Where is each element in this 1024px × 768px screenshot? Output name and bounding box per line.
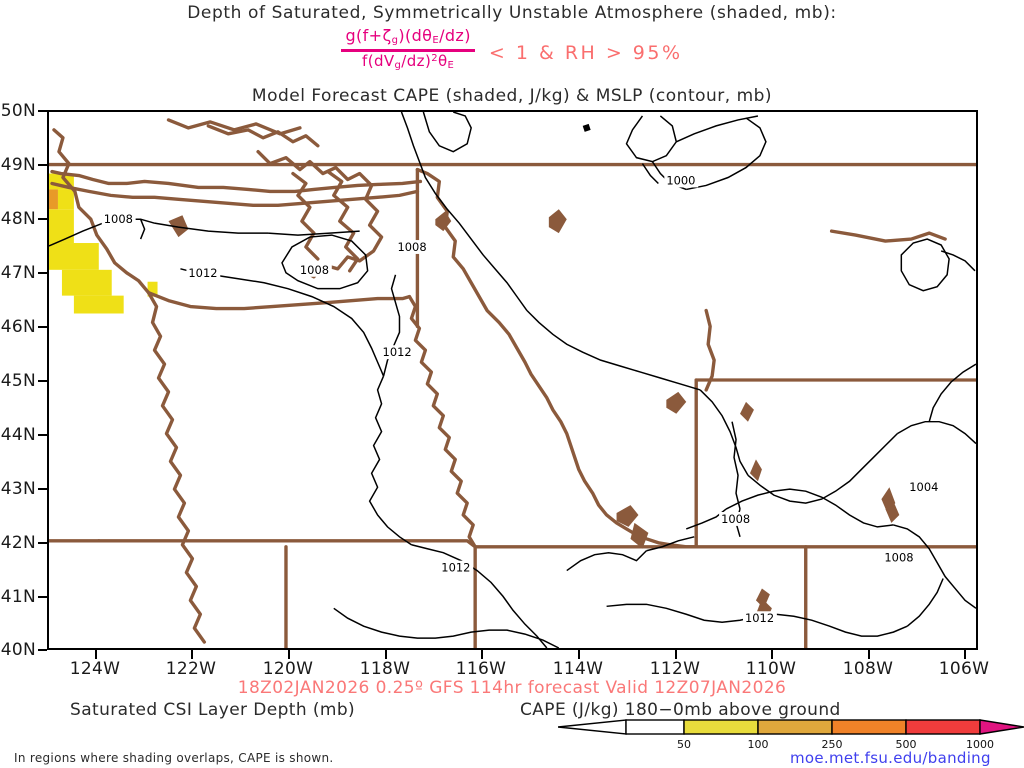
svg-text:1012: 1012 [188,266,217,280]
colorbar-tick-250: 250 [821,738,843,751]
colorbar-tick-50: 50 [677,738,691,751]
colorbar-band-250 [831,719,907,735]
colorbar-tick-1000: 1000 [966,738,994,751]
x-tick [481,650,483,659]
formula-numerator: g(f+ζg)(dθE/dz) [345,26,471,46]
y-axis-label-42n: 42N [0,533,36,553]
y-tick [38,272,47,274]
colorbar-band-500 [905,719,981,735]
svg-text:1000: 1000 [666,173,695,187]
colorbar-svg [557,719,1024,735]
colorbar-band-50 [683,719,759,735]
caption-cape: CAPE (J/kg) 180−0mb above ground [520,700,841,720]
y-tick [38,110,47,112]
y-tick [38,164,47,166]
y-axis-label-43n: 43N [0,479,36,499]
y-tick [38,326,47,328]
colorbar-tick-100: 100 [747,738,769,751]
y-axis-label-48n: 48N [0,209,36,229]
shading-layer [49,173,158,314]
contour-labels: 1000 1008 1008 1008 1012 1012 1012 1012 … [101,173,942,625]
x-axis-label-122w: 122W [165,659,217,679]
svg-text:1012: 1012 [383,345,412,359]
svg-text:1004: 1004 [909,480,938,494]
formula-inequality: < 1 & RH > 95% [488,41,683,64]
y-tick [38,542,47,544]
forecast-valid-time: 18Z02JAN2026 0.25º GFS 114hr forecast Va… [237,678,787,698]
y-tick [38,380,47,382]
page-subtitle: Model Forecast CAPE (shaded, J/kg) & MSL… [251,86,773,106]
map-canvas: 1000 1008 1008 1008 1012 1012 1012 1012 … [49,112,976,648]
csi-criterion-formula: g(f+ζg)(dθE/dz) f(dVg/dz)2θE < 1 & RH > … [0,26,1024,71]
x-axis-label-110w: 110W [745,659,797,679]
y-axis-label-40n: 40N [0,640,36,660]
svg-text:1008: 1008 [300,263,329,277]
svg-text:1008: 1008 [104,212,133,226]
svg-text:1008: 1008 [397,240,426,254]
x-tick [675,650,677,659]
x-axis-label-108w: 108W [842,659,894,679]
x-axis-label-124w: 124W [69,659,121,679]
colorbar-band-under [557,719,627,735]
caption-csi-depth: Saturated CSI Layer Depth (mb) [70,700,356,720]
svg-text:1012: 1012 [745,611,774,625]
fraction-bar [341,48,475,52]
x-axis-label-120w: 120W [262,659,314,679]
x-axis-label-106w: 106W [938,659,990,679]
overlap-note: In regions where shading overlaps, CAPE … [14,751,334,765]
colorbar-tick-500: 500 [895,738,917,751]
source-url-link[interactable]: moe.met.fsu.edu/banding [790,749,991,767]
formula-fraction: g(f+ζg)(dθE/dz) f(dVg/dz)2θE [341,26,475,71]
y-axis-label-49n: 49N [0,155,36,175]
cape-colorbar[interactable]: 50 100 250 500 1000 [557,718,1024,751]
y-tick [38,218,47,220]
y-tick [38,488,47,490]
formula-denominator: f(dVg/dz)2θE [362,51,455,71]
x-axis-label-116w: 116W [455,659,507,679]
svg-text:1008: 1008 [884,551,913,565]
svg-text:1012: 1012 [441,561,470,575]
x-tick [95,650,97,659]
colorbar-band-1000 [979,719,1024,735]
x-axis-label-114w: 114W [552,659,604,679]
y-axis-label-41n: 41N [0,587,36,607]
y-axis-label-44n: 44N [0,425,36,445]
y-axis-label-47n: 47N [0,263,36,283]
x-tick [771,650,773,659]
x-tick [191,650,193,659]
x-tick [288,650,290,659]
state-borders [49,118,976,648]
y-tick [38,596,47,598]
forecast-map[interactable]: 1000 1008 1008 1008 1012 1012 1012 1012 … [47,110,978,650]
x-tick [578,650,580,659]
y-axis-label-46n: 46N [0,317,36,337]
x-tick [868,650,870,659]
y-tick [38,649,47,651]
y-axis-label-45n: 45N [0,371,36,391]
x-tick [385,650,387,659]
colorbar-band-0 [625,719,685,735]
x-axis-label-118w: 118W [359,659,411,679]
y-axis-label-50n: 50N [0,101,36,121]
mslp-contours [49,112,976,648]
x-axis-label-112w: 112W [649,659,701,679]
colorbar-band-100 [757,719,833,735]
page-title: Depth of Saturated, Symmetrically Unstab… [187,3,837,23]
svg-text:1008: 1008 [721,512,750,526]
y-tick [38,434,47,436]
x-tick [964,650,966,659]
